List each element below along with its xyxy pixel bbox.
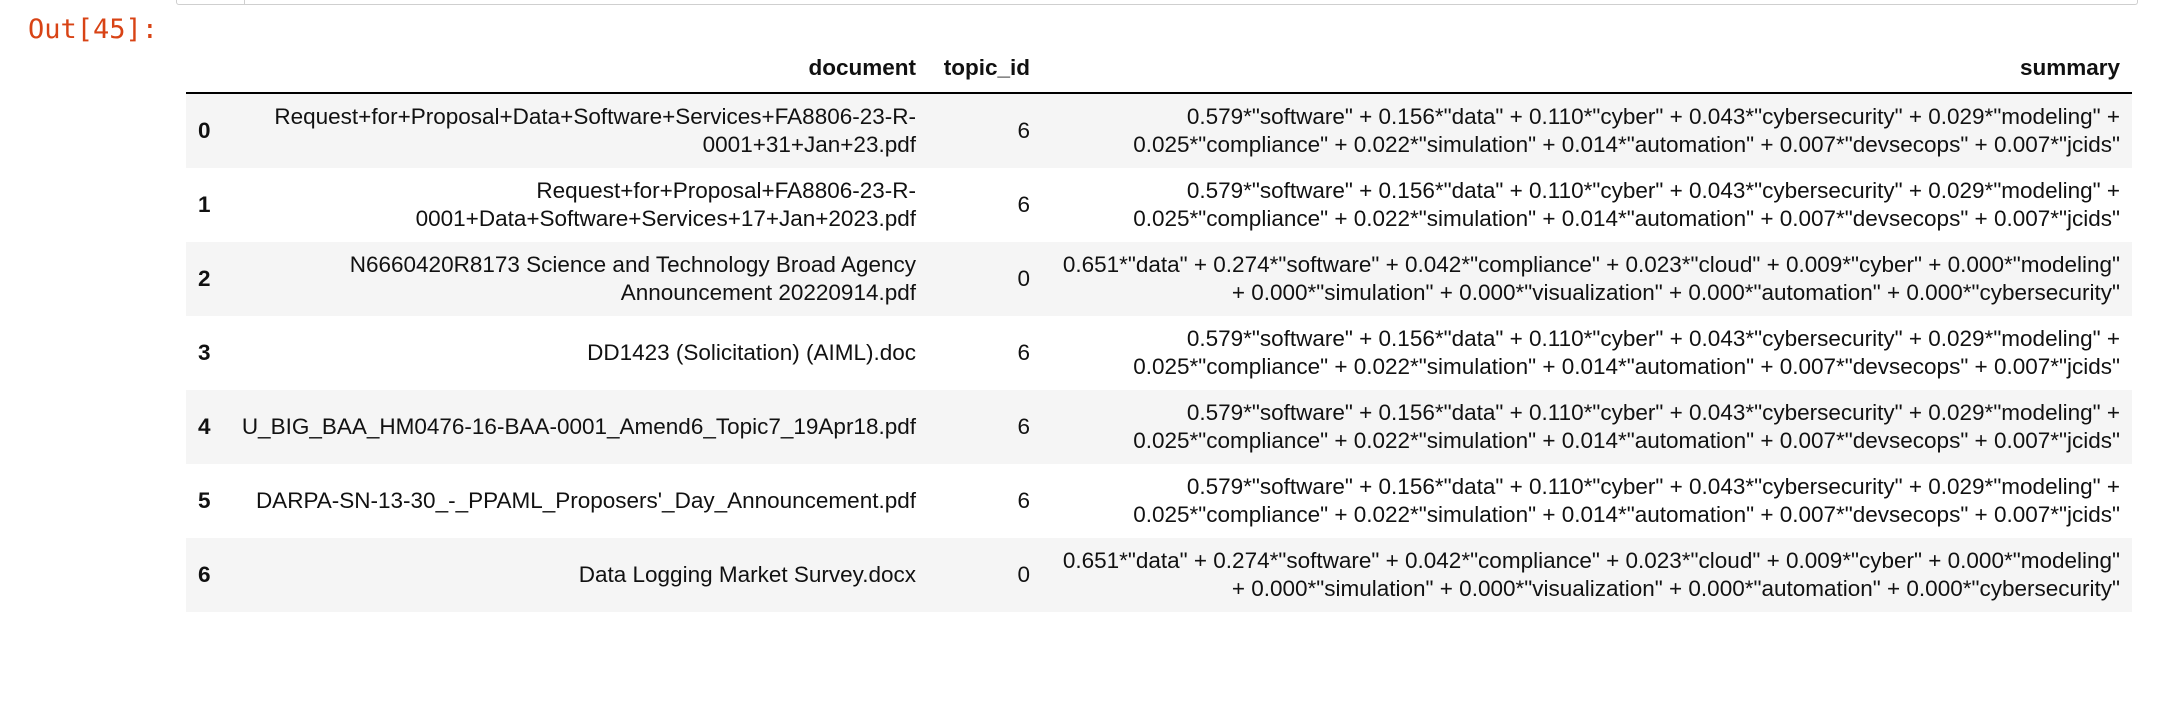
summary-text: 0.579*"software" + 0.156*"data" + 0.110*… — [1133, 474, 2120, 527]
column-header-topic-id: topic_id — [928, 48, 1042, 94]
document-cell: Request+for+Proposal+Data+Software+Servi… — [228, 93, 928, 168]
table-row: 6 Data Logging Market Survey.docx 0 0.65… — [186, 538, 2132, 612]
table-row: 3 DD1423 (Solicitation) (AIML).doc 6 0.5… — [186, 316, 2132, 390]
row-index: 0 — [198, 118, 211, 143]
summary-cell: 0.651*"data" + 0.274*"software" + 0.042*… — [1042, 538, 2132, 612]
header-row: document topic_id summary — [186, 48, 2132, 94]
previous-cell-gutter — [176, 0, 245, 4]
row-index: 3 — [198, 340, 211, 365]
table-row: 5 DARPA-SN-13-30_-_PPAML_Proposers'_Day_… — [186, 464, 2132, 538]
topic-id-cell: 6 — [1017, 118, 1030, 143]
summary-cell: 0.579*"software" + 0.156*"data" + 0.110*… — [1042, 93, 2132, 168]
summary-cell: 0.579*"software" + 0.156*"data" + 0.110*… — [1042, 316, 2132, 390]
document-name: Request+for+Proposal+Data+Software+Servi… — [274, 104, 916, 157]
column-header-document: document — [228, 48, 928, 94]
row-index: 1 — [198, 192, 211, 217]
table-row: 2 N6660420R8173 Science and Technology B… — [186, 242, 2132, 316]
topic-id-cell: 6 — [1017, 488, 1030, 513]
document-cell: Data Logging Market Survey.docx — [228, 538, 928, 612]
previous-code-cell-edge[interactable] — [176, 0, 2138, 5]
dataframe-output: document topic_id summary 0 Request+for+… — [186, 48, 2132, 612]
summary-cell: 0.579*"software" + 0.156*"data" + 0.110*… — [1042, 464, 2132, 538]
table-row: 1 Request+for+Proposal+FA8806-23-R-0001+… — [186, 168, 2132, 242]
summary-cell: 0.579*"software" + 0.156*"data" + 0.110*… — [1042, 168, 2132, 242]
document-cell: U_BIG_BAA_HM0476-16-BAA-0001_Amend6_Topi… — [228, 390, 928, 464]
document-name: U_BIG_BAA_HM0476-16-BAA-0001_Amend6_Topi… — [241, 414, 916, 439]
document-name: Data Logging Market Survey.docx — [578, 562, 916, 587]
summary-text: 0.579*"software" + 0.156*"data" + 0.110*… — [1133, 400, 2120, 453]
document-name: Request+for+Proposal+FA8806-23-R-0001+Da… — [415, 178, 916, 231]
document-name: DD1423 (Solicitation) (AIML).doc — [587, 340, 916, 365]
document-cell: Request+for+Proposal+FA8806-23-R-0001+Da… — [228, 168, 928, 242]
topic-id-cell: 0 — [1017, 562, 1030, 587]
table-row: 0 Request+for+Proposal+Data+Software+Ser… — [186, 93, 2132, 168]
summary-text: 0.579*"software" + 0.156*"data" + 0.110*… — [1133, 178, 2120, 231]
dataframe-table: document topic_id summary 0 Request+for+… — [186, 48, 2132, 612]
summary-text: 0.579*"software" + 0.156*"data" + 0.110*… — [1133, 326, 2120, 379]
document-cell: DD1423 (Solicitation) (AIML).doc — [228, 316, 928, 390]
output-prompt: Out[45]: — [28, 14, 159, 45]
topic-id-cell: 6 — [1017, 414, 1030, 439]
summary-text: 0.651*"data" + 0.274*"software" + 0.042*… — [1062, 548, 2120, 601]
summary-cell: 0.651*"data" + 0.274*"software" + 0.042*… — [1042, 242, 2132, 316]
topic-id-cell: 6 — [1017, 192, 1030, 217]
summary-cell: 0.579*"software" + 0.156*"data" + 0.110*… — [1042, 390, 2132, 464]
index-header — [186, 48, 228, 94]
document-name: N6660420R8173 Science and Technology Bro… — [349, 252, 916, 305]
row-index: 5 — [198, 488, 211, 513]
document-cell: DARPA-SN-13-30_-_PPAML_Proposers'_Day_An… — [228, 464, 928, 538]
column-header-summary: summary — [1042, 48, 2132, 94]
topic-id-cell: 6 — [1017, 340, 1030, 365]
row-index: 6 — [198, 562, 211, 587]
document-name: DARPA-SN-13-30_-_PPAML_Proposers'_Day_An… — [255, 488, 916, 513]
row-index: 4 — [198, 414, 211, 439]
summary-text: 0.651*"data" + 0.274*"software" + 0.042*… — [1062, 252, 2120, 305]
summary-text: 0.579*"software" + 0.156*"data" + 0.110*… — [1133, 104, 2120, 157]
row-index: 2 — [198, 266, 211, 291]
topic-id-cell: 0 — [1017, 266, 1030, 291]
table-row: 4 U_BIG_BAA_HM0476-16-BAA-0001_Amend6_To… — [186, 390, 2132, 464]
document-cell: N6660420R8173 Science and Technology Bro… — [228, 242, 928, 316]
